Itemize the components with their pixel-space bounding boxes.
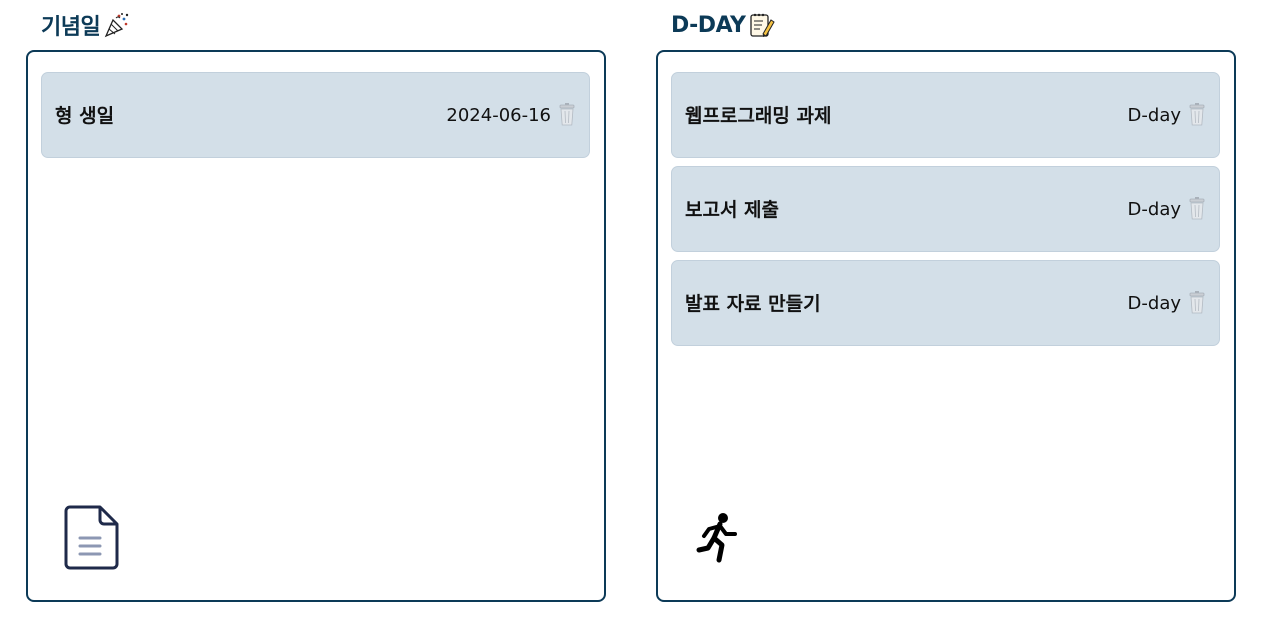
document-icon[interactable] <box>64 504 120 570</box>
list-item[interactable]: 형 생일 2024-06-16 <box>41 72 590 158</box>
list-item[interactable]: 발표 자료 만들기 D-day <box>671 260 1220 346</box>
memo-pencil-icon <box>750 13 776 37</box>
item-dday: D-day <box>1127 292 1181 314</box>
item-dday: D-day <box>1127 104 1181 126</box>
dday-panel: 웹프로그래밍 과제 D-day 보고서 제출 D-day <box>656 50 1236 602</box>
running-person-icon[interactable] <box>696 512 742 564</box>
list-item[interactable]: 웹프로그래밍 과제 D-day <box>671 72 1220 158</box>
item-name: 발표 자료 만들기 <box>685 293 821 315</box>
trash-icon[interactable] <box>1187 102 1207 128</box>
trash-icon[interactable] <box>1187 196 1207 222</box>
dday-title-text: D-DAY <box>671 12 746 38</box>
anniversary-title-text: 기념일 <box>41 15 101 40</box>
party-popper-icon <box>104 13 129 38</box>
item-name: 형 생일 <box>55 105 115 127</box>
item-date: 2024-06-16 <box>446 104 551 126</box>
item-dday: D-day <box>1127 198 1181 220</box>
trash-icon[interactable] <box>557 102 577 128</box>
anniversary-title: 기념일 <box>41 10 130 40</box>
dday-title: D-DAY <box>671 10 776 40</box>
list-item[interactable]: 보고서 제출 D-day <box>671 166 1220 252</box>
trash-icon[interactable] <box>1187 290 1207 316</box>
anniversary-panel: 형 생일 2024-06-16 <box>26 50 606 602</box>
item-name: 보고서 제출 <box>685 199 780 221</box>
item-name: 웹프로그래밍 과제 <box>685 105 832 127</box>
